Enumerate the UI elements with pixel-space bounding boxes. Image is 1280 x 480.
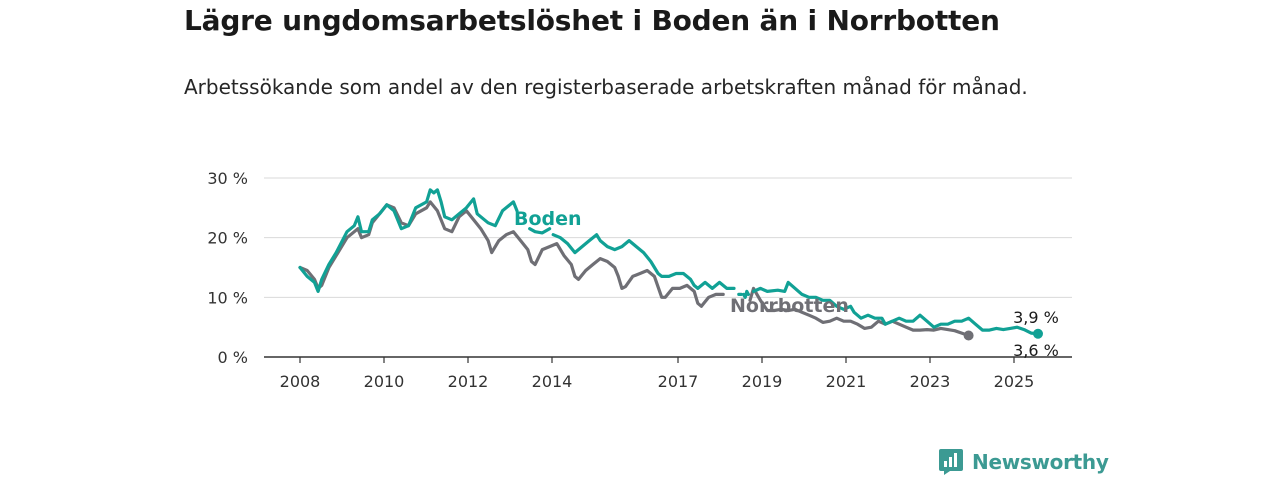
grid-lines <box>264 177 1072 358</box>
newsworthy-logo-icon <box>939 449 963 475</box>
series-line-boden-segment <box>528 227 552 235</box>
x-tick-label: 2010 <box>364 372 405 391</box>
chart-subtitle: Arbetssökande som andel av den registerb… <box>184 75 1028 99</box>
series-line-boden-segment <box>742 289 750 299</box>
x-tick-label: 2017 <box>658 372 699 391</box>
x-tick-label: 2023 <box>910 372 951 391</box>
series-line-norrbotten-segment <box>298 200 725 308</box>
end-point-norrbotten <box>963 330 974 341</box>
x-tick-label: 2019 <box>742 372 783 391</box>
y-tick-label: 10 % <box>207 288 248 307</box>
brand-name: Newsworthy <box>972 450 1109 474</box>
series-lines <box>298 188 1043 341</box>
x-tick-label: 2012 <box>448 372 489 391</box>
y-tick-label: 0 % <box>218 348 248 367</box>
end-value-label-boden: 3,9 % <box>1013 308 1059 327</box>
series-line-boden-segment <box>298 188 519 293</box>
series-line-boden-segment <box>751 280 1040 336</box>
series-label-boden: Boden <box>514 208 582 230</box>
end-point-boden <box>1033 328 1043 339</box>
series-label-norrbotten: Norrbotten <box>730 295 849 317</box>
x-tick-label: 2014 <box>532 372 573 391</box>
series-line-norrbotten-segment <box>748 286 971 338</box>
newsworthy-brand: Newsworthy <box>938 448 1109 476</box>
series-line-boden-segment <box>551 233 736 290</box>
x-tick-label: 2008 <box>280 372 321 391</box>
end-value-label-norrbotten: 3,6 % <box>1013 341 1059 360</box>
x-tick-label: 2025 <box>994 372 1035 391</box>
x-axis-tick-labels: 2008 2010 2012 2014 2017 2019 2021 2023 2025 <box>280 357 1035 391</box>
y-tick-label: 20 % <box>207 229 248 248</box>
page-title: Lägre ungdomsarbetslöshet i Boden än i N… <box>184 4 1000 37</box>
y-axis-tick-labels: 0 % 10 % 20 % 30 % <box>207 169 248 367</box>
series-labels: Boden Norrbotten 3,9 % 3,6 % <box>514 208 1059 360</box>
y-tick-label: 30 % <box>207 169 248 188</box>
x-tick-label: 2021 <box>826 372 867 391</box>
